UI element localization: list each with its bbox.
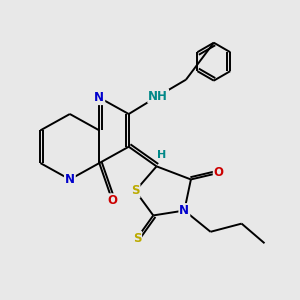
Text: N: N xyxy=(179,204,189,217)
Text: O: O xyxy=(107,194,117,207)
Text: N: N xyxy=(65,173,75,186)
Text: NH: NH xyxy=(148,89,168,103)
Text: H: H xyxy=(157,150,166,160)
Text: N: N xyxy=(94,91,104,104)
Text: S: S xyxy=(133,232,141,245)
Text: O: O xyxy=(214,167,224,179)
Text: S: S xyxy=(131,184,140,197)
